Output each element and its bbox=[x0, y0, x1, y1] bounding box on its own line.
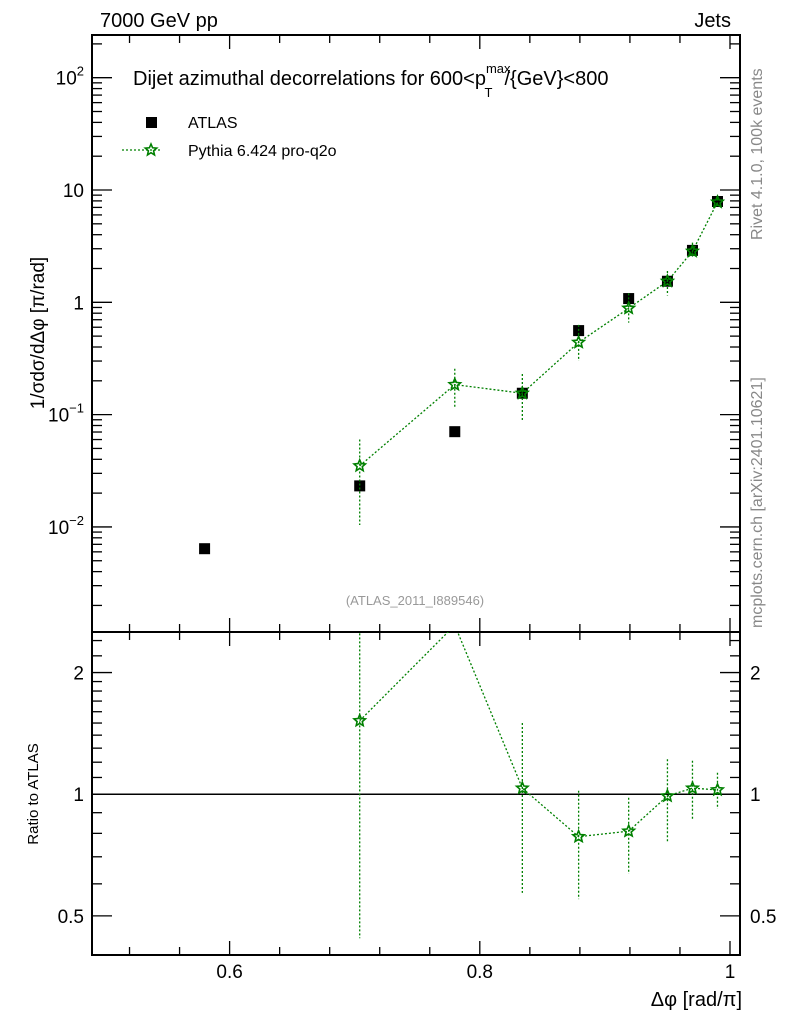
header-right: Jets bbox=[694, 10, 731, 32]
ratio-series bbox=[352, 619, 726, 939]
legend-atlas-label: ATLAS bbox=[188, 115, 238, 132]
ratio-point bbox=[352, 712, 368, 728]
mc-point bbox=[709, 194, 726, 209]
y-tick-exp: −1 bbox=[69, 401, 84, 416]
ratio-point bbox=[659, 787, 676, 803]
y-tick-label: 2 bbox=[73, 664, 84, 685]
header-left: 7000 GeV pp bbox=[100, 10, 218, 32]
mc-point bbox=[621, 300, 637, 315]
y-tick-label-right: 2 bbox=[750, 664, 761, 685]
y-tick-label: 102 bbox=[56, 64, 84, 90]
mc-point bbox=[684, 243, 701, 258]
atlas-point bbox=[199, 543, 211, 555]
atlas-point bbox=[354, 480, 366, 492]
y-tick-label: 1 bbox=[73, 293, 84, 314]
title-prefix: Dijet azimuthal decorrelations for 600<p bbox=[133, 68, 486, 90]
ratio-point bbox=[449, 619, 460, 630]
y-tick-label: 10 bbox=[63, 181, 84, 202]
ratio-line bbox=[359, 632, 718, 838]
mc-point bbox=[570, 334, 587, 349]
x-tick-label: 0.8 bbox=[467, 962, 493, 983]
star-icon bbox=[143, 141, 159, 157]
atlas-point bbox=[711, 196, 723, 208]
ratio-point bbox=[709, 781, 726, 797]
site-label: mcplots.cern.ch [arXiv:2401.10621] bbox=[749, 377, 766, 628]
y-tick-base: 10 bbox=[63, 181, 84, 202]
atlas-point bbox=[449, 426, 461, 438]
xlabel: Δφ [rad/π] bbox=[651, 989, 742, 1011]
ratio-point bbox=[621, 823, 637, 838]
mc-line bbox=[359, 201, 719, 467]
y-tick-base: 10 bbox=[48, 518, 69, 539]
legend-atlas-marker bbox=[146, 117, 157, 128]
x-tick-label: 1 bbox=[725, 962, 736, 983]
y-tick-label: 10−2 bbox=[48, 513, 84, 539]
x-tick-label: 0.6 bbox=[216, 962, 242, 983]
watermark: (ATLAS_2011_I889546) bbox=[346, 593, 484, 608]
y-tick-label-right: 1 bbox=[750, 785, 761, 806]
y-tick-base: 10 bbox=[56, 69, 77, 90]
y-tick-label: 0.5 bbox=[58, 907, 84, 928]
y-tick-base: 1 bbox=[73, 293, 84, 314]
ratio-point bbox=[570, 828, 587, 844]
main-ylabel: 1/σdσ/dΔφ [π/rad] bbox=[28, 257, 49, 409]
y-tick-label: 1 bbox=[73, 785, 84, 806]
ratio-plot: 0.6 0.8 1 0.5 0.5 1 1 2 2 bbox=[58, 619, 776, 983]
ratio-point bbox=[514, 780, 530, 795]
title-sup: max bbox=[486, 61, 511, 76]
y-tick-exp: −2 bbox=[69, 513, 84, 528]
y-tick-exp: 2 bbox=[77, 64, 84, 79]
y-tick-label-right: 0.5 bbox=[750, 907, 776, 928]
legend-mc-marker bbox=[143, 141, 159, 157]
y-tick-base: 10 bbox=[48, 406, 69, 427]
ratio-ylabel: Ratio to ATLAS bbox=[25, 743, 42, 844]
mc-point bbox=[447, 376, 463, 392]
title-sub: T bbox=[485, 85, 493, 100]
chart-title: Dijet azimuthal decorrelations for 600<p… bbox=[133, 61, 608, 100]
rivet-label: Rivet 4.1.0, 100k events bbox=[749, 68, 766, 240]
mc-point bbox=[659, 273, 676, 288]
legend-mc-label: Pythia 6.424 pro-q2o bbox=[188, 143, 337, 160]
y-tick-label: 10−1 bbox=[48, 401, 84, 427]
title-suffix: /{GeV}<800 bbox=[504, 68, 608, 90]
mc-point bbox=[352, 457, 368, 473]
ratio-point bbox=[684, 780, 701, 795]
mc-point bbox=[514, 385, 530, 400]
